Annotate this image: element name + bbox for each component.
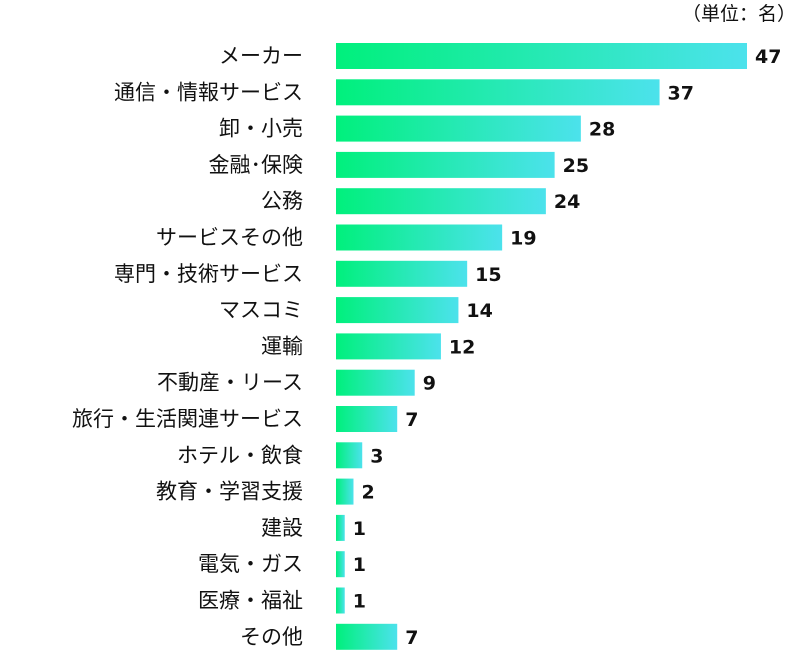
- value-label: 7: [405, 409, 418, 431]
- value-label: 28: [589, 119, 615, 141]
- bar: [336, 442, 363, 469]
- category-label: 通信・情報サービス: [114, 80, 303, 104]
- bar: [336, 369, 415, 396]
- category-label: 卸・小売: [219, 117, 303, 141]
- bar: [336, 79, 660, 106]
- category-label: 医療・福祉: [198, 589, 303, 613]
- value-label: 19: [510, 228, 536, 250]
- bar: [336, 623, 398, 650]
- category-label: 金融･保険: [209, 153, 304, 177]
- category-label: 旅行・生活関連サービス: [72, 407, 303, 431]
- bar: [336, 43, 747, 69]
- bar: [336, 551, 345, 578]
- value-label: 25: [563, 155, 589, 177]
- bar: [336, 514, 345, 541]
- unit-label: （単位：名）: [682, 3, 796, 25]
- bar: [336, 224, 503, 251]
- value-label: 12: [449, 336, 475, 358]
- value-label: 9: [423, 373, 436, 395]
- value-label: 15: [475, 264, 501, 286]
- bar: [336, 188, 546, 215]
- bar: [336, 297, 459, 324]
- bar: [336, 587, 345, 614]
- bar: [336, 478, 354, 505]
- bar: [336, 151, 555, 178]
- bar: [336, 406, 398, 432]
- category-label: 建設: [261, 516, 303, 540]
- category-label: その他: [240, 625, 303, 649]
- category-label: 教育・学習支援: [156, 480, 303, 504]
- category-label: 専門・技術サービス: [114, 262, 303, 286]
- value-label: 1: [353, 518, 366, 540]
- value-label: 3: [370, 445, 383, 467]
- category-label: サービスその他: [156, 226, 303, 250]
- value-label: 14: [466, 300, 492, 322]
- bar: [336, 333, 441, 360]
- category-label: 公務: [261, 189, 303, 213]
- value-label: 47: [755, 46, 781, 68]
- category-label: ホテル・飲食: [177, 443, 303, 467]
- value-label: 2: [361, 482, 374, 504]
- category-label: 不動産・リース: [157, 371, 303, 395]
- value-label: 24: [554, 191, 580, 213]
- category-label: 電気・ガス: [198, 552, 303, 576]
- value-label: 37: [668, 82, 694, 104]
- value-label: 7: [405, 627, 418, 649]
- category-label: マスコミ: [219, 298, 303, 322]
- value-label: 1: [353, 591, 366, 613]
- value-label: 1: [353, 554, 366, 576]
- category-label: メーカー: [219, 44, 303, 68]
- bar: [336, 260, 468, 287]
- bar: [336, 115, 581, 142]
- category-label: 運輸: [261, 334, 303, 358]
